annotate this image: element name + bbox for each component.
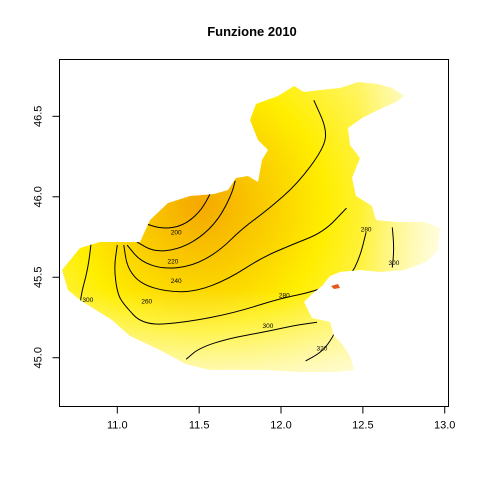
contour-line-220 bbox=[136, 180, 236, 252]
y-tick-label: 45.5 bbox=[33, 267, 45, 288]
y-axis: 45.0 45.5 46.0 46.5 bbox=[33, 106, 60, 368]
contour-label: 300 bbox=[82, 297, 93, 304]
x-tick-label: 11.5 bbox=[189, 420, 210, 432]
x-tick-label: 13.0 bbox=[434, 420, 455, 432]
contour-line-200 bbox=[146, 186, 213, 229]
contour-line-300 bbox=[391, 227, 395, 268]
x-axis: 11.0 11.5 12.0 12.5 13.0 bbox=[107, 406, 455, 432]
contour-label: 220 bbox=[168, 258, 179, 265]
y-tick-label: 45.0 bbox=[33, 347, 45, 368]
y-tick-label: 46.5 bbox=[33, 106, 45, 127]
contour-label: 320 bbox=[317, 345, 328, 352]
contour-label: 300 bbox=[389, 260, 400, 267]
lagoon-marker bbox=[331, 284, 340, 289]
contour-label: 280 bbox=[279, 292, 290, 299]
contour-label: 260 bbox=[141, 299, 152, 306]
contour-line-260 bbox=[123, 207, 347, 293]
x-tick-label: 12.0 bbox=[270, 420, 291, 432]
contour-label: 240 bbox=[171, 278, 182, 285]
chart-title: Funzione 2010 bbox=[207, 24, 297, 39]
contour-line-300 bbox=[185, 321, 318, 360]
contour-line-240 bbox=[126, 99, 327, 269]
y-tick-label: 46.0 bbox=[33, 186, 45, 207]
contour-labels: 200 220 240 260 280 300 300 300 320 280 bbox=[82, 226, 400, 352]
contour-line-320 bbox=[305, 328, 338, 362]
contour-line-300 bbox=[79, 243, 92, 310]
contour-label: 280 bbox=[361, 226, 372, 233]
contour-label: 300 bbox=[262, 323, 273, 330]
x-tick-label: 11.0 bbox=[107, 420, 128, 432]
contour-lines bbox=[79, 99, 395, 362]
contour-label: 200 bbox=[171, 229, 182, 236]
x-tick-label: 12.5 bbox=[352, 420, 373, 432]
